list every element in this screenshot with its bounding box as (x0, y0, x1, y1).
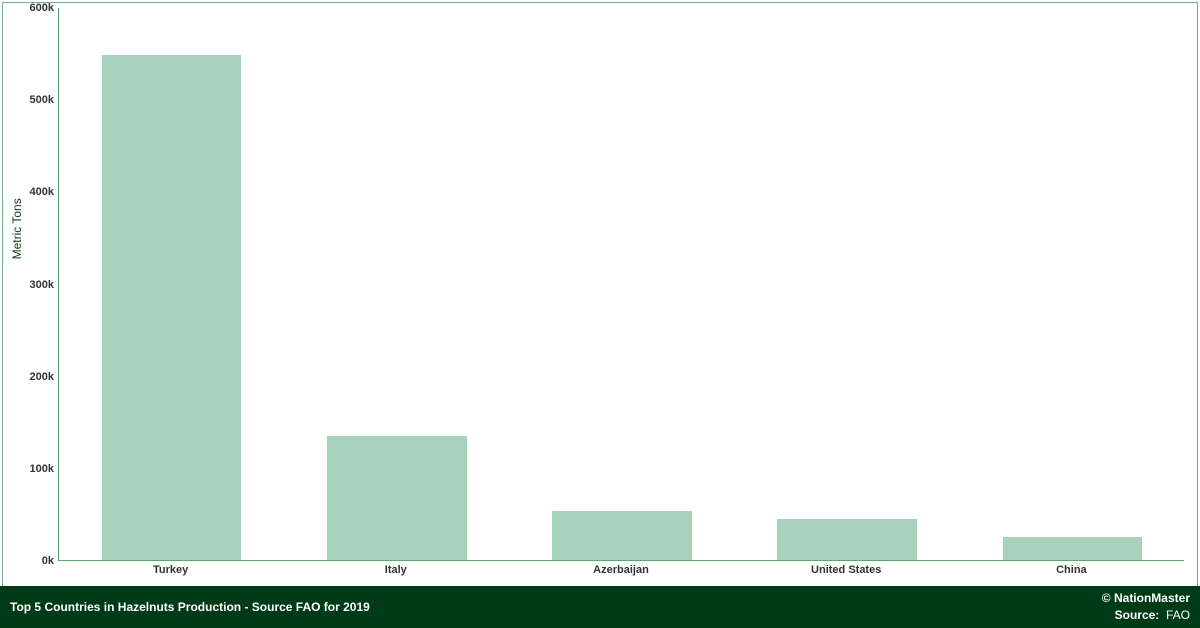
y-tick-label: 400k (14, 186, 54, 198)
bar (327, 436, 467, 560)
x-tick-label: China (1056, 564, 1087, 576)
y-tick-label: 600k (14, 2, 54, 14)
y-tick-label: 100k (14, 463, 54, 475)
bar (1003, 537, 1143, 560)
x-tick-label: Turkey (153, 564, 188, 576)
chart-area (58, 8, 1184, 561)
y-tick-label: 0k (14, 555, 54, 567)
y-axis-label: Metric Tons (10, 198, 24, 259)
footer-right: © NationMaster Source: FAO (1102, 590, 1190, 624)
y-tick-label: 200k (14, 371, 54, 383)
source-value: FAO (1166, 608, 1190, 622)
y-tick-label: 300k (14, 279, 54, 291)
bar (552, 511, 692, 560)
y-tick-label: 500k (14, 94, 54, 106)
x-tick-label: Italy (385, 564, 407, 576)
footer-title: Top 5 Countries in Hazelnuts Production … (10, 600, 370, 614)
x-tick-label: United States (811, 564, 881, 576)
x-tick-label: Azerbaijan (593, 564, 649, 576)
bar (777, 519, 917, 560)
source-label: Source: (1115, 608, 1160, 622)
footer-source: Source: FAO (1102, 607, 1190, 624)
plot-region (58, 8, 1184, 561)
footer-copyright: © NationMaster (1102, 590, 1190, 607)
footer-bar: Top 5 Countries in Hazelnuts Production … (0, 586, 1200, 628)
bar (102, 55, 242, 560)
